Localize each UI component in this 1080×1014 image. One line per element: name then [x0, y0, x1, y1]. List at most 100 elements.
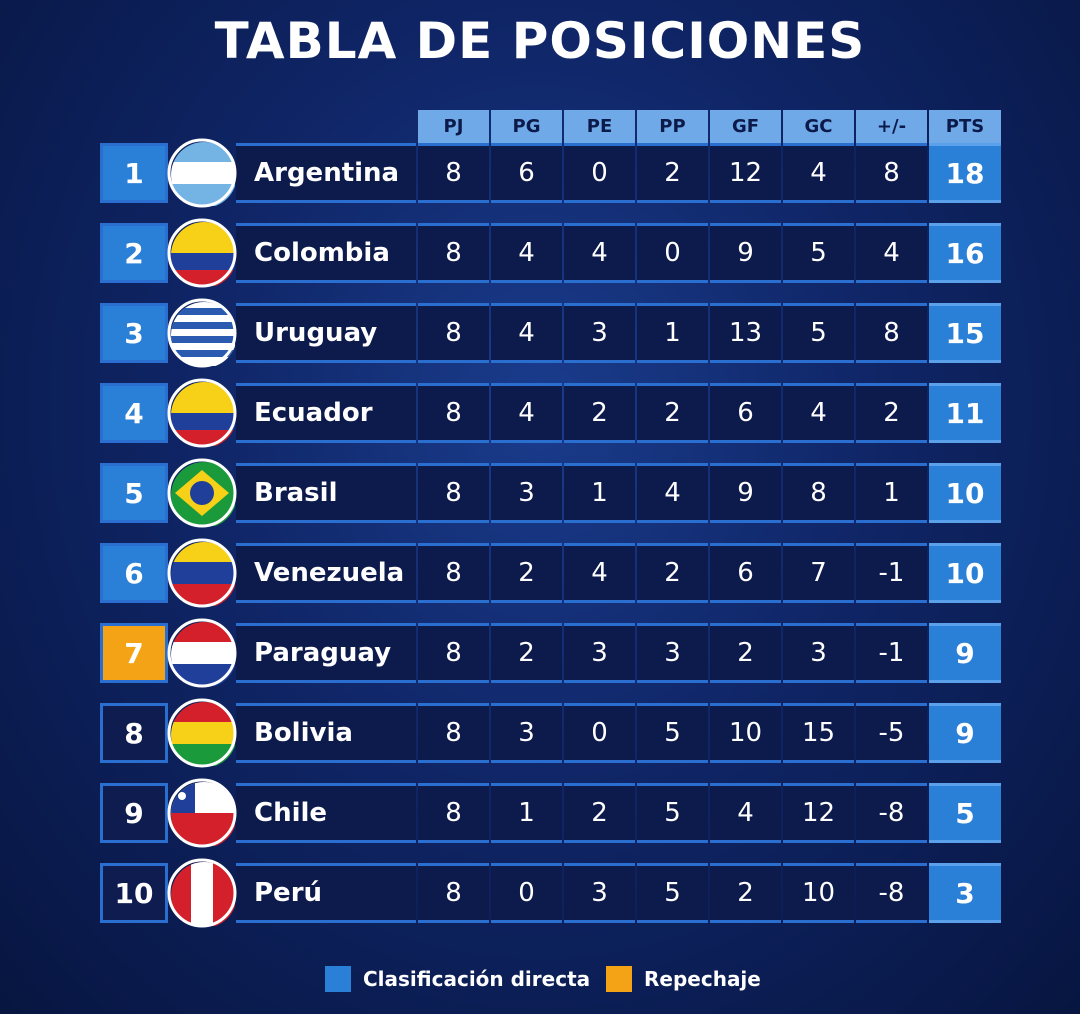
stat-cell: 3 — [783, 623, 854, 683]
stat-cell: 2 — [637, 383, 708, 443]
stat-cell: 8 — [418, 143, 489, 203]
points: 9 — [929, 703, 1001, 763]
flag — [167, 698, 237, 768]
legend-label: Clasificación directa — [363, 967, 591, 991]
team-name: Venezuela — [236, 543, 416, 603]
stat-cell: 8 — [418, 623, 489, 683]
column-header: GC — [783, 110, 854, 143]
stat-cell: 2 — [491, 543, 562, 603]
stat-cell: 4 — [710, 783, 781, 843]
flag — [167, 458, 237, 528]
team-name: Perú — [236, 863, 416, 923]
legend-swatch — [325, 966, 351, 992]
stat-cell: 7 — [783, 543, 854, 603]
flag — [167, 298, 237, 368]
stat-cell: 8 — [418, 223, 489, 283]
stat-cell: 0 — [491, 863, 562, 923]
team-name: Chile — [236, 783, 416, 843]
stat-cell: 8 — [856, 143, 927, 203]
stat-cell: 2 — [564, 783, 635, 843]
points: 9 — [929, 623, 1001, 683]
stat-cell: 4 — [491, 223, 562, 283]
points: 11 — [929, 383, 1001, 443]
position: 6 — [100, 543, 168, 603]
flag — [167, 378, 237, 448]
stat-cell: 3 — [491, 703, 562, 763]
legend-label: Repechaje — [644, 967, 761, 991]
stat-cell: 12 — [783, 783, 854, 843]
flag — [167, 858, 237, 928]
stat-cell: -5 — [856, 703, 927, 763]
stat-cell: 4 — [637, 463, 708, 523]
team-name: Colombia — [236, 223, 416, 283]
stat-cell: 8 — [418, 303, 489, 363]
column-header: PE — [564, 110, 635, 143]
legend-swatch — [606, 966, 632, 992]
stat-cell: 9 — [710, 463, 781, 523]
stat-cell: 15 — [783, 703, 854, 763]
points: 10 — [929, 463, 1001, 523]
flag — [167, 618, 237, 688]
flag — [167, 138, 237, 208]
position: 4 — [100, 383, 168, 443]
stat-cell: 2 — [710, 623, 781, 683]
stat-cell: 3 — [637, 623, 708, 683]
stat-cell: 6 — [710, 383, 781, 443]
stat-cell: 8 — [418, 703, 489, 763]
column-header: GF — [710, 110, 781, 143]
stat-cell: 8 — [418, 463, 489, 523]
stat-cell: 4 — [491, 303, 562, 363]
position: 9 — [100, 783, 168, 843]
stat-cell: 3 — [491, 463, 562, 523]
position: 5 — [100, 463, 168, 523]
points: 15 — [929, 303, 1001, 363]
column-header: +/- — [856, 110, 927, 143]
stat-cell: 4 — [491, 383, 562, 443]
stat-cell: 3 — [564, 303, 635, 363]
points: 16 — [929, 223, 1001, 283]
stat-cell: 8 — [418, 783, 489, 843]
points: 10 — [929, 543, 1001, 603]
stat-cell: 0 — [564, 703, 635, 763]
position: 2 — [100, 223, 168, 283]
team-name: Paraguay — [236, 623, 416, 683]
flag — [167, 218, 237, 288]
stat-cell: 2 — [637, 543, 708, 603]
points: 5 — [929, 783, 1001, 843]
stat-cell: 0 — [564, 143, 635, 203]
stat-cell: 2 — [564, 383, 635, 443]
stat-cell: 1 — [637, 303, 708, 363]
stat-cell: 10 — [783, 863, 854, 923]
stat-cell: 5 — [637, 783, 708, 843]
column-header: PG — [491, 110, 562, 143]
points: 18 — [929, 143, 1001, 203]
stat-cell: 13 — [710, 303, 781, 363]
stat-cell: 2 — [491, 623, 562, 683]
stat-cell: 4 — [856, 223, 927, 283]
team-name: Brasil — [236, 463, 416, 523]
position: 7 — [100, 623, 168, 683]
stat-cell: 8 — [418, 543, 489, 603]
stat-cell: 3 — [564, 623, 635, 683]
stat-cell: 4 — [783, 383, 854, 443]
position: 1 — [100, 143, 168, 203]
team-name: Argentina — [236, 143, 416, 203]
stat-cell: 6 — [710, 543, 781, 603]
stat-cell: -1 — [856, 623, 927, 683]
title: TABLA DE POSICIONES — [214, 12, 866, 70]
stat-cell: 2 — [710, 863, 781, 923]
stat-cell: 5 — [637, 863, 708, 923]
stat-cell: 12 — [710, 143, 781, 203]
team-name: Ecuador — [236, 383, 416, 443]
stat-cell: 2 — [637, 143, 708, 203]
column-header: PP — [637, 110, 708, 143]
points: 3 — [929, 863, 1001, 923]
flag — [167, 778, 237, 848]
stat-cell: 0 — [637, 223, 708, 283]
column-header: PTS — [929, 110, 1001, 143]
stat-cell: -8 — [856, 863, 927, 923]
column-header: PJ — [418, 110, 489, 143]
stat-cell: 2 — [856, 383, 927, 443]
stat-cell: 3 — [564, 863, 635, 923]
